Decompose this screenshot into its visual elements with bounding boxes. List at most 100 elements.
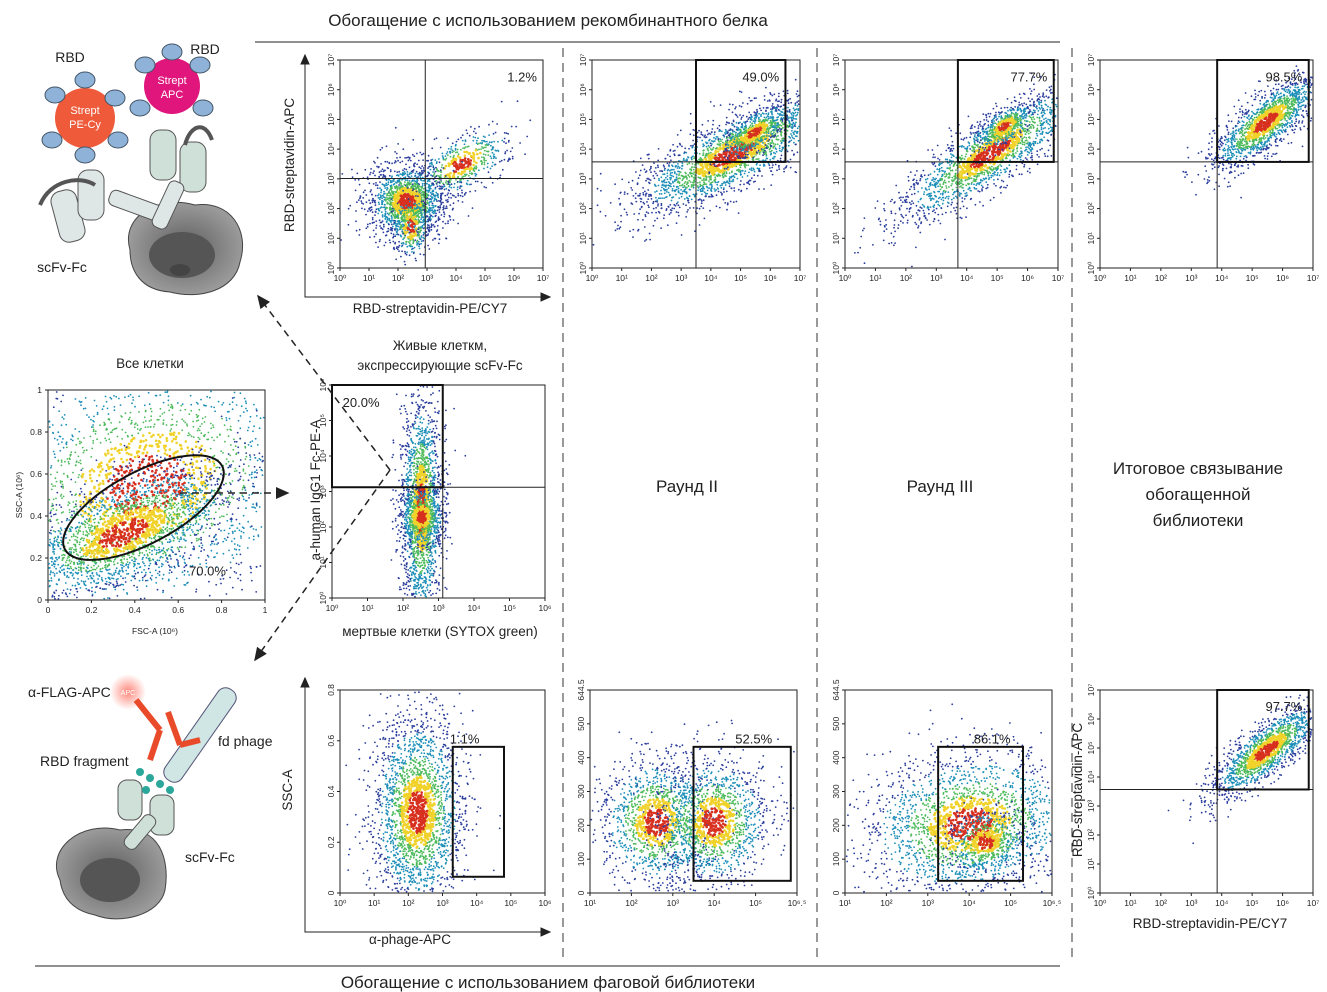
event-dot xyxy=(420,212,422,214)
event-dot xyxy=(489,141,491,143)
event-dot xyxy=(743,121,745,123)
event-dot xyxy=(715,165,717,167)
event-dot xyxy=(788,145,790,147)
event-dot xyxy=(421,199,423,201)
event-dot xyxy=(423,153,425,155)
event-dot xyxy=(445,188,447,190)
event-dot xyxy=(766,120,768,122)
event-dot xyxy=(415,220,418,223)
event-dot xyxy=(418,166,420,168)
event-dot xyxy=(416,181,418,183)
event-dot xyxy=(415,222,418,225)
event-dot xyxy=(436,193,438,195)
x-tick-label: 10⁵ xyxy=(734,273,747,283)
event-dot xyxy=(769,167,771,169)
event-dot xyxy=(382,220,384,222)
event-dot xyxy=(416,163,418,165)
event-dot xyxy=(665,177,667,179)
event-dot xyxy=(439,188,441,190)
event-dot xyxy=(763,163,765,165)
event-dot xyxy=(418,206,420,208)
event-dot xyxy=(746,139,749,142)
event-dot xyxy=(756,152,758,154)
event-dot xyxy=(381,147,383,149)
event-dot xyxy=(768,135,770,137)
event-dot xyxy=(1029,172,1031,174)
event-dot xyxy=(645,171,647,173)
event-dot xyxy=(400,183,402,185)
event-dot xyxy=(379,219,381,221)
event-dot xyxy=(740,129,742,131)
event-dot xyxy=(669,195,671,197)
event-dot xyxy=(689,176,691,178)
event-dot xyxy=(703,175,706,178)
event-dot xyxy=(427,234,429,236)
event-dot xyxy=(403,214,405,216)
event-dot xyxy=(719,145,721,147)
event-dot xyxy=(380,149,382,151)
event-dot xyxy=(663,197,665,199)
event-dot xyxy=(432,183,434,185)
event-dot xyxy=(663,164,665,166)
event-dot xyxy=(700,189,702,191)
event-dot xyxy=(693,180,695,182)
event-dot xyxy=(780,106,782,108)
x-tick-label: 10⁶ xyxy=(764,273,777,283)
event-dot xyxy=(679,207,681,209)
event-dot xyxy=(624,208,626,210)
y-tick-label: 10⁴ xyxy=(326,142,336,155)
event-dot xyxy=(717,167,720,170)
event-dot xyxy=(682,165,684,167)
event-dot xyxy=(377,187,379,189)
event-dot xyxy=(403,224,405,226)
event-dot xyxy=(706,186,708,188)
event-dot xyxy=(389,242,391,244)
event-dot xyxy=(415,195,417,197)
schematic-label: APC xyxy=(121,690,135,697)
event-dot xyxy=(447,201,449,203)
event-dot xyxy=(764,139,766,141)
event-dot xyxy=(472,156,475,159)
event-dot xyxy=(355,220,357,222)
event-dot xyxy=(765,87,767,89)
event-dot xyxy=(731,152,733,154)
event-dot xyxy=(707,190,709,192)
event-dot xyxy=(434,215,436,217)
event-dot xyxy=(399,210,401,212)
event-dot xyxy=(751,144,753,146)
event-dot xyxy=(435,171,437,173)
event-dot xyxy=(705,164,708,167)
event-dot xyxy=(455,145,457,147)
event-dot xyxy=(394,183,396,185)
event-dot xyxy=(731,176,733,178)
event-dot xyxy=(435,221,437,223)
event-dot xyxy=(396,153,398,155)
event-dot xyxy=(712,140,714,142)
event-dot xyxy=(669,185,671,187)
event-dot xyxy=(722,142,724,144)
event-dot xyxy=(395,208,398,211)
event-dot xyxy=(740,180,742,182)
event-dot xyxy=(394,186,396,188)
event-dot xyxy=(418,160,420,162)
event-dot xyxy=(688,202,690,204)
event-dot xyxy=(419,172,421,174)
event-dot xyxy=(693,169,695,171)
event-dot xyxy=(428,230,430,232)
event-dot xyxy=(985,181,987,183)
event-dot xyxy=(445,159,447,161)
event-dot xyxy=(642,164,644,166)
event-dot xyxy=(650,171,652,173)
event-dot xyxy=(637,230,639,232)
event-dot xyxy=(728,150,730,152)
event-dot xyxy=(755,142,757,144)
event-dot xyxy=(383,232,385,234)
event-dot xyxy=(450,219,452,221)
event-dot xyxy=(375,182,377,184)
y-axis-label: RBD-streptavidin-APC xyxy=(282,98,297,233)
event-dot xyxy=(732,111,734,113)
event-dot xyxy=(441,188,443,190)
event-dot xyxy=(708,156,711,159)
event-dot xyxy=(645,216,647,218)
event-dot xyxy=(457,200,459,202)
